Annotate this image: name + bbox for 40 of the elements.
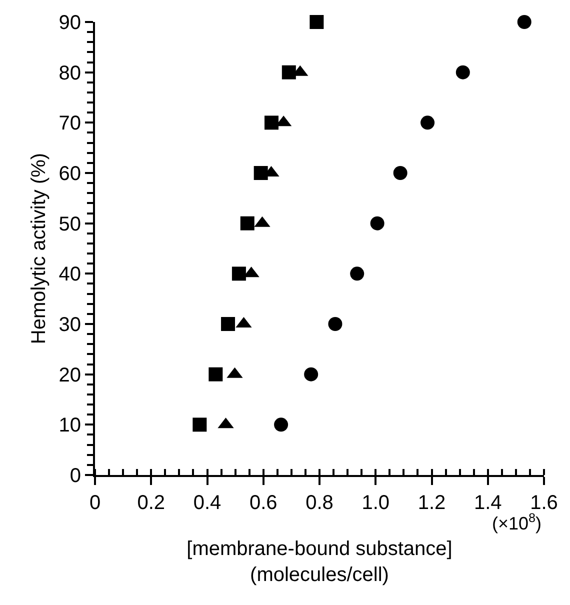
point <box>282 65 296 80</box>
point <box>254 166 268 180</box>
y-tick-label: 0 <box>70 465 81 487</box>
x-tick-label: 1.2 <box>418 492 446 514</box>
y-tick-label: 70 <box>58 112 81 135</box>
point <box>240 216 254 230</box>
y-tick-label: 50 <box>58 213 81 236</box>
point <box>517 15 532 29</box>
point <box>264 116 279 130</box>
y-axis-title: Hemolytic activity (%) <box>28 152 50 344</box>
x-tick-label: 0 <box>89 492 101 514</box>
point <box>328 317 342 331</box>
text: (×10$^{8}$) <box>492 511 542 534</box>
point <box>304 367 318 382</box>
x-tick-label: 1.0 <box>362 492 390 514</box>
y-tick-label: 20 <box>58 364 81 386</box>
point <box>370 216 384 230</box>
point <box>456 65 470 80</box>
y-tick-label: 40 <box>58 264 81 286</box>
point <box>274 418 288 432</box>
point <box>208 367 223 382</box>
y-tick-label: 80 <box>58 62 81 84</box>
point <box>192 418 207 432</box>
x-tick-label: 0.4 <box>193 492 222 514</box>
point <box>221 317 236 331</box>
point <box>350 266 364 281</box>
point <box>393 166 408 180</box>
y-tick-label: 90 <box>58 12 81 34</box>
x-axis-title: [membrane-bound substance] (molecules/cell) <box>186 538 452 586</box>
x-tick-label: 0.6 <box>249 492 278 514</box>
point <box>232 266 246 281</box>
x-tick-label: 1.6 <box>530 492 558 514</box>
y-tick-label: 60 <box>58 163 81 185</box>
point <box>420 116 435 130</box>
y-tick-label: 30 <box>58 314 81 336</box>
x-tick-label: 1.4 <box>474 492 502 514</box>
x-tick-label: 0.2 <box>137 492 166 514</box>
x-tick-label: 0.8 <box>306 492 334 514</box>
y-tick-label: 10 <box>58 414 81 437</box>
point <box>310 15 324 29</box>
